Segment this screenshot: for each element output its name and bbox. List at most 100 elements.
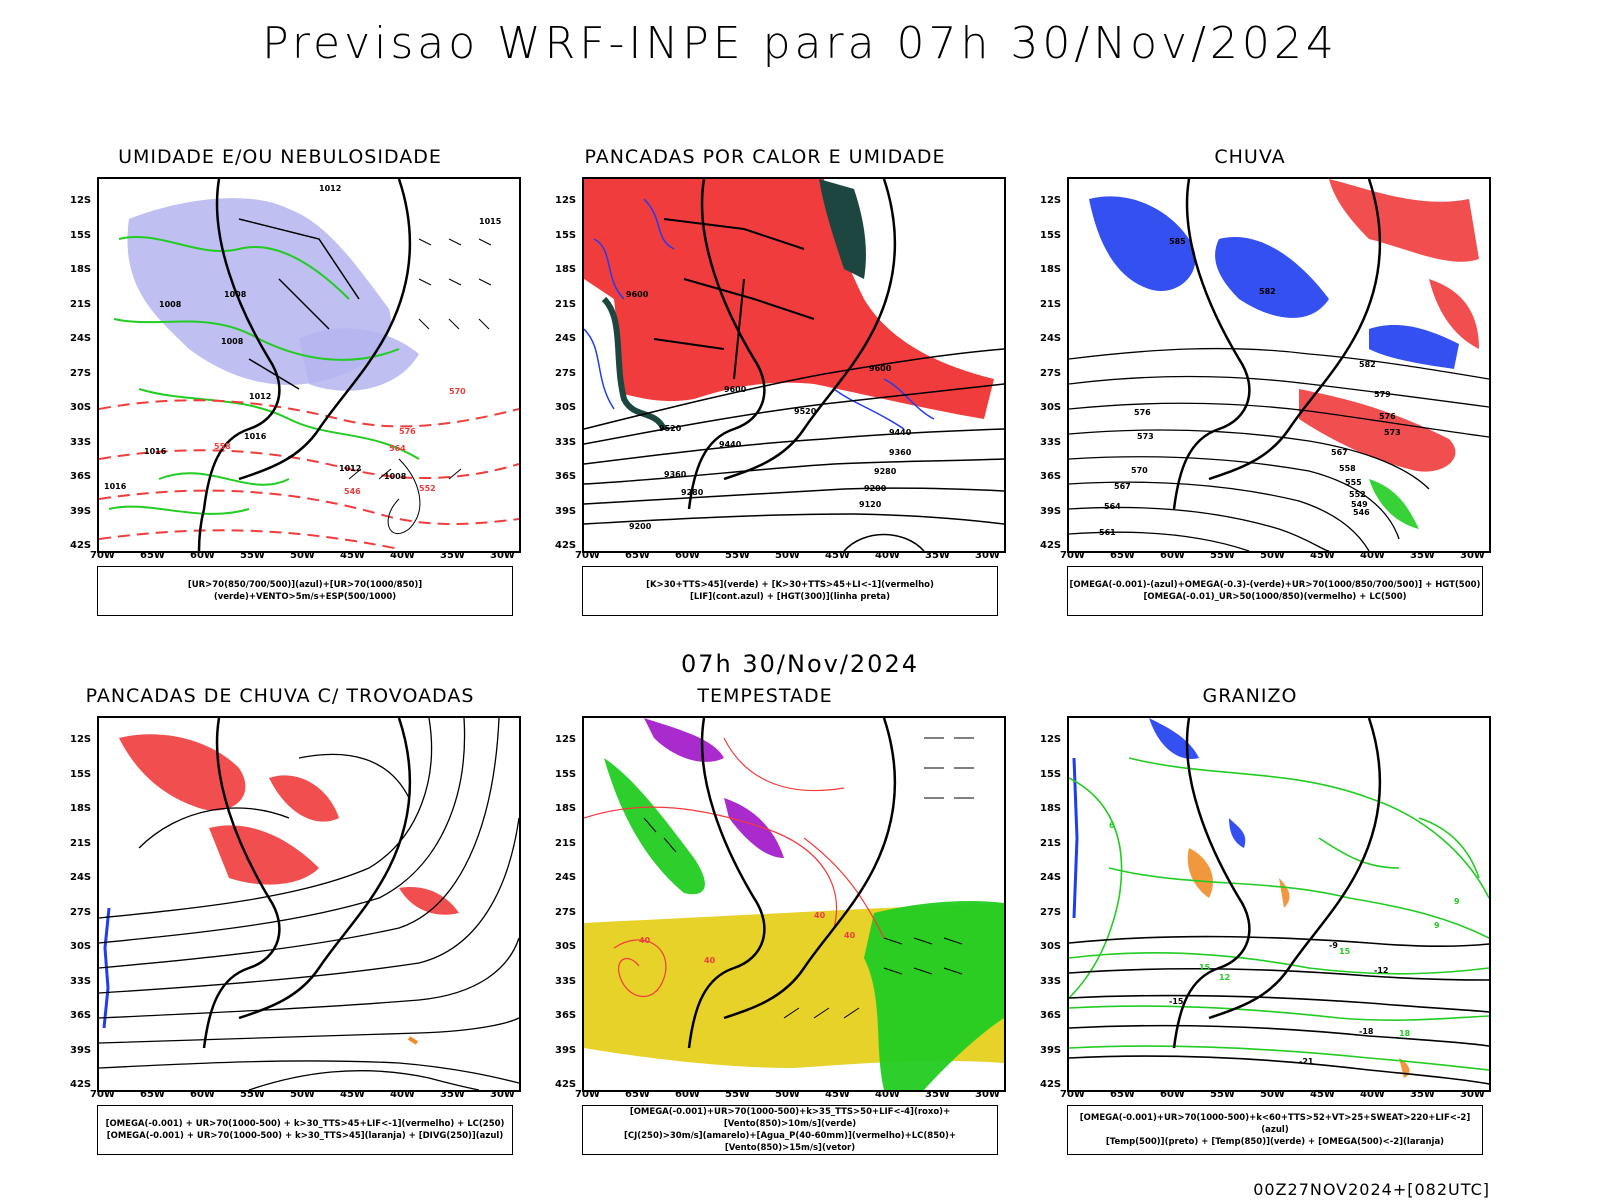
lat-tick-label: 36S xyxy=(555,1010,577,1021)
lat-tick-label: 30S xyxy=(70,941,92,952)
lon-tick-label: 70W xyxy=(90,1089,115,1100)
panel-legend: [K>30+TTS>45](verde) + [K>30+TTS>45+LI<-… xyxy=(582,566,998,616)
thunder-red-area xyxy=(209,825,319,885)
mid-title: 07h 30/Nov/2024 xyxy=(680,650,919,678)
contour-label: -9 xyxy=(1329,941,1338,950)
thickness-red-dashed xyxy=(99,399,519,550)
lon-tick-label: 40W xyxy=(875,550,900,561)
lat-tick-label: 12S xyxy=(555,195,577,206)
political-borders xyxy=(238,218,360,390)
lat-tick-label: 18S xyxy=(1040,264,1062,275)
lat-tick-label: 12S xyxy=(1040,195,1062,206)
lon-tick-label: 50W xyxy=(290,550,315,561)
lon-tick-label: 65W xyxy=(1110,550,1135,561)
panel-legend: [OMEGA(-0.001)+UR>70(1000-500)+k<60+TTS>… xyxy=(1067,1105,1483,1155)
lat-tick-label: 42S xyxy=(70,1079,92,1090)
political-borders xyxy=(653,218,815,380)
contour-label: 9120 xyxy=(859,500,882,509)
omega-red-area xyxy=(1429,279,1479,349)
hgt-contour xyxy=(1069,347,1489,380)
lon-tick-label: 50W xyxy=(1260,1089,1285,1100)
legend-line: [Temp(500)](preto) + [Temp(850)](verde) … xyxy=(1105,1137,1445,1147)
omega-orange-area xyxy=(1187,848,1213,898)
lat-tick-label: 39S xyxy=(70,1044,92,1056)
lon-tick-label: 65W xyxy=(1110,1089,1135,1100)
wind-vectors xyxy=(348,238,492,480)
lat-tick-label: 30S xyxy=(1040,402,1062,413)
contour-label: -21 xyxy=(1299,1057,1314,1066)
lat-tick-label: 18S xyxy=(555,264,577,275)
lon-tick-label: 65W xyxy=(625,550,650,561)
coastline xyxy=(723,718,897,1020)
thunder-red-area xyxy=(399,887,459,915)
lon-tick-label: 60W xyxy=(1160,1089,1185,1100)
panel-trovoadas: PANCADAS DE CHUVA C/ TROVOADAS xyxy=(40,685,521,1165)
lat-tick-label: 27S xyxy=(1040,906,1062,918)
map-pancadas-calor: 9600 9600 9600 9520 9520 9440 9440 9360 … xyxy=(582,177,1006,553)
heat-humidity-green-area xyxy=(601,296,667,431)
lon-tick-label: 40W xyxy=(1360,550,1385,561)
hgt-contour xyxy=(1069,506,1330,551)
contour-label: 9360 xyxy=(664,470,687,479)
run-footer: 00Z27NOV2024+[082UTC] xyxy=(1253,1180,1490,1199)
lon-tick-label: 30W xyxy=(1460,550,1485,561)
lon-tick-label: 40W xyxy=(390,550,415,561)
coastline xyxy=(723,179,897,481)
lat-tick-label: 27S xyxy=(555,906,577,918)
contour-label-group: 1012 1015 1008 1008 1008 1012 1016 1016 … xyxy=(104,184,502,491)
coastline xyxy=(238,718,412,1020)
contour-label: 40 xyxy=(704,956,716,965)
coastline xyxy=(202,718,281,1049)
lon-tick-label: 70W xyxy=(575,1089,600,1100)
contour-label: 1008 xyxy=(224,290,247,299)
legend-line: [OMEGA(-0.01)_UR>50(1000/850)(vermelho) … xyxy=(1143,592,1407,602)
temp850-green-contours xyxy=(1069,757,1489,1071)
thunder-red-area xyxy=(119,734,246,811)
thickness-label-group: 570 576 564 558 552 546 xyxy=(214,387,466,496)
thunder-orange-area xyxy=(407,1036,419,1045)
lon-tick-label: 55W xyxy=(1210,1089,1235,1100)
storm-purple-area xyxy=(724,798,784,858)
lat-tick-label: 36S xyxy=(70,471,92,482)
lat-tick-label: 39S xyxy=(1040,505,1062,517)
legend-line: [CJ(250)>30m/s](amarelo)+[Agua_P(40-60mm… xyxy=(623,1131,957,1153)
lat-tick-label: 30S xyxy=(555,402,577,413)
panel-legend: [OMEGA(-0.001) + UR>70(1000-500) + k>30_… xyxy=(97,1105,513,1155)
omega-orange-area xyxy=(1279,878,1290,908)
contour-label: 9280 xyxy=(681,488,704,497)
lon-tick-label: 35W xyxy=(440,1089,465,1100)
coastline xyxy=(1172,179,1251,510)
lat-tick-label: 27S xyxy=(70,906,92,918)
wind850-green-area xyxy=(604,758,705,895)
lat-tick-label: 42S xyxy=(555,540,577,551)
lon-tick-label: 45W xyxy=(340,550,365,561)
contour-label: 1012 xyxy=(249,392,271,401)
legend-line: [OMEGA(-0.001) + UR>70(1000-500) + k>30_… xyxy=(105,1119,505,1129)
panel-legend: [UR>70(850/700/500)](azul)+[UR>70(1000/8… xyxy=(97,566,513,616)
legend-line: [OMEGA(-0.001)+UR>70(1000-500)+k>35_TTS>… xyxy=(629,1107,951,1129)
lat-tick-label: 24S xyxy=(1040,872,1062,883)
wind850-green-area xyxy=(864,901,1004,1090)
omega-orange-area xyxy=(1399,1058,1410,1078)
contour-label-group: 9600 9600 9600 9520 9520 9440 9440 9360 … xyxy=(626,290,912,531)
lon-tick-label: 35W xyxy=(925,1089,950,1100)
wind-vectors xyxy=(643,737,974,1019)
lat-tick-label: 24S xyxy=(1040,333,1062,344)
contour-label: 9360 xyxy=(889,448,912,457)
lon-tick-label: 70W xyxy=(1060,550,1085,561)
contour-label: 585 xyxy=(1169,237,1186,246)
contour-label: 1012 xyxy=(339,464,361,473)
lon-tick-label: 35W xyxy=(925,550,950,561)
omega-blue-area xyxy=(1369,324,1459,369)
map-layer xyxy=(99,718,519,1090)
lon-tick-label: 35W xyxy=(440,550,465,561)
divergence-blue-area xyxy=(102,907,111,1029)
coastline xyxy=(197,179,281,551)
map-layer: 1012 1015 1008 1008 1008 1012 1016 1016 … xyxy=(99,179,519,551)
contour-label: 9440 xyxy=(719,440,742,449)
contour-label: 15 xyxy=(1199,963,1211,972)
omega-red-area xyxy=(1329,179,1479,262)
hgt-contour xyxy=(1069,456,1400,540)
lat-tick-label: 36S xyxy=(1040,1010,1062,1021)
lon-tick-label: 60W xyxy=(190,1089,215,1100)
